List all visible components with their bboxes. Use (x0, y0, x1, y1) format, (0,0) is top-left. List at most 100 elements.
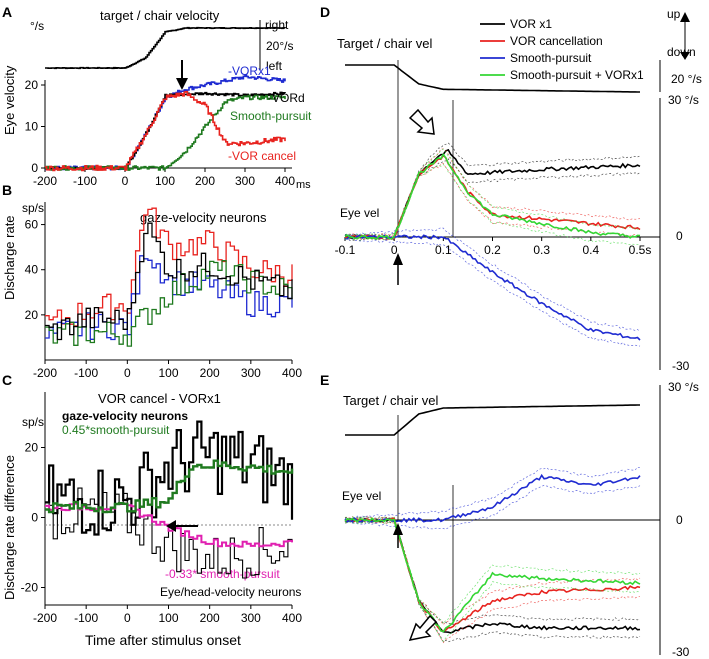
panel-a-ylabel: Eye velocity (2, 65, 17, 135)
y-tick-label: 10 (25, 120, 39, 134)
panel-b-ticks: -200 -100 0 100 200 300 400 20 40 60 (25, 218, 303, 380)
series-b-green (45, 259, 293, 347)
x-tick-label: 0 (391, 243, 398, 257)
legend-label: VOR x1 (510, 17, 552, 31)
panel-d-eye-label: Eye vel (340, 206, 379, 220)
x-tick-label: -100 (74, 611, 98, 625)
x-tick-label: 300 (235, 174, 255, 188)
panel-e-yzero: 0 (676, 513, 683, 527)
panel-d: VOR x1 VOR cancellation Smooth-pursuit Smoo… (335, 7, 702, 373)
panel-e-top-label: Target / chair vel (343, 393, 438, 408)
panel-a-ticks: -200 -100 0 100 200 300 400 0 10 20 (25, 78, 296, 188)
panel-c-gaze: gaze-velocity neurons (62, 409, 188, 423)
x-axis-title: Time after stimulus onset (85, 632, 241, 648)
panel-d-ybottom: -30 (672, 359, 690, 373)
x-tick-label: 200 (195, 174, 215, 188)
panel-c-yunit: sp/s (22, 415, 44, 429)
x-tick-label: 0 (124, 366, 131, 380)
panel-label-a: A (2, 4, 12, 20)
open-arrow-icon (408, 614, 438, 642)
series--vor-cancel (45, 90, 286, 172)
series-target-velocity (45, 26, 286, 70)
series-e-band (344, 484, 641, 530)
legend: VOR x1 VOR cancellation Smooth-pursuit Smoo… (480, 17, 644, 82)
panel-a-series (45, 26, 286, 172)
series-d-band (344, 158, 641, 242)
x-tick-label: -200 (33, 366, 57, 380)
x-tick-label: 400 (282, 611, 302, 625)
panel-e-ybottom: -30 (672, 645, 690, 659)
series-d-band (344, 227, 641, 332)
series-d-band (344, 237, 641, 347)
label-vorx1: -VORx1 (228, 64, 271, 78)
up-down-icon (680, 12, 690, 60)
x-tick-label: -200 (33, 611, 57, 625)
series-d-band (344, 148, 641, 237)
panel-c-title: VOR cancel - VORx1 (98, 391, 221, 406)
x-tick-label: 400 (282, 366, 302, 380)
series-c-sp045 (45, 459, 294, 514)
panel-d-scale: 20 °/s (671, 72, 702, 86)
x-tick-label: 200 (200, 611, 220, 625)
series-d-band (344, 164, 641, 246)
y-tick-label: 60 (25, 218, 39, 232)
panel-b-title: gaze-velocity neurons (140, 210, 267, 225)
panel-b-ylabel: Discharge rate (2, 215, 17, 300)
x-tick-label: -100 (73, 174, 97, 188)
panel-b: sp/s gaze-velocity neurons Discharge rat… (2, 201, 302, 380)
x-tick-label: -0.1 (335, 243, 356, 257)
panel-c: VOR cancel - VORx1 sp/s gaze-velocity ne… (2, 391, 302, 648)
panel-c-neg033: -0.33* smooth-pursuit (165, 567, 280, 581)
panel-d-top-label: Target / chair vel (337, 36, 432, 51)
panel-d-yzero: 0 (676, 229, 683, 243)
panel-b-series (45, 207, 293, 347)
series-e-band (344, 516, 641, 626)
series-b-black (45, 222, 293, 341)
panel-label-e: E (320, 372, 329, 388)
x-tick-label: 0.2 (484, 243, 501, 257)
panel-c-eyehead: Eye/head-velocity neurons (160, 585, 301, 599)
arrow-icon (393, 253, 403, 285)
series-d-band (344, 142, 641, 237)
y-tick-label: 20 (25, 441, 39, 455)
legend-label: Smooth-pursuit + VORx1 (510, 68, 644, 82)
panel-e: Target / chair vel Eye vel 30 °/s 0 -30 (342, 380, 699, 659)
panel-d-ytop: 30 °/s (668, 93, 699, 107)
series-d-smooth-pursuit (344, 234, 641, 341)
x-tick-label: -200 (33, 174, 57, 188)
legend-label: Smooth-pursuit (510, 51, 592, 65)
panel-label-c: C (2, 372, 12, 388)
x-tick-label: 300 (241, 366, 261, 380)
y-tick-label: 20 (25, 308, 39, 322)
panel-d-ticks: -0.1 0 0.1 0.2 0.3 0.4 0.5s (335, 237, 651, 257)
series-e-smooth-pursuit-vorx1 (344, 517, 641, 633)
x-tick-label: -100 (74, 366, 98, 380)
series-d-band (344, 148, 641, 237)
x-tick-label: 0.3 (533, 243, 550, 257)
arrow-icon (166, 520, 198, 532)
x-tick-label: 300 (241, 611, 261, 625)
x-tick-label: 200 (200, 366, 220, 380)
panel-e-ytop: 30 °/s (668, 380, 699, 394)
y-tick-label: -20 (21, 581, 39, 595)
legend-label: VOR cancellation (510, 34, 603, 48)
series-d-band (344, 162, 641, 241)
series-e-band (344, 516, 641, 625)
panel-a-ms: ms (296, 179, 311, 191)
x-tick-label: 0.1 (435, 243, 452, 257)
series-e-vor-cancellation (344, 517, 641, 632)
series-e-band (344, 466, 641, 519)
panel-c-ylabel: Discharge rate difference (2, 455, 17, 600)
panel-a-right: right (265, 18, 289, 32)
panel-label-b: B (2, 182, 12, 198)
panel-a-left: left (266, 59, 283, 73)
series-c-gaze (45, 420, 294, 536)
panel-c-series (45, 420, 294, 579)
arrow-icon (393, 523, 403, 548)
series-e-band (344, 520, 641, 643)
panel-label-d: D (320, 4, 330, 20)
x-tick-label: 400 (275, 174, 295, 188)
panel-b-yunit: sp/s (22, 201, 44, 215)
